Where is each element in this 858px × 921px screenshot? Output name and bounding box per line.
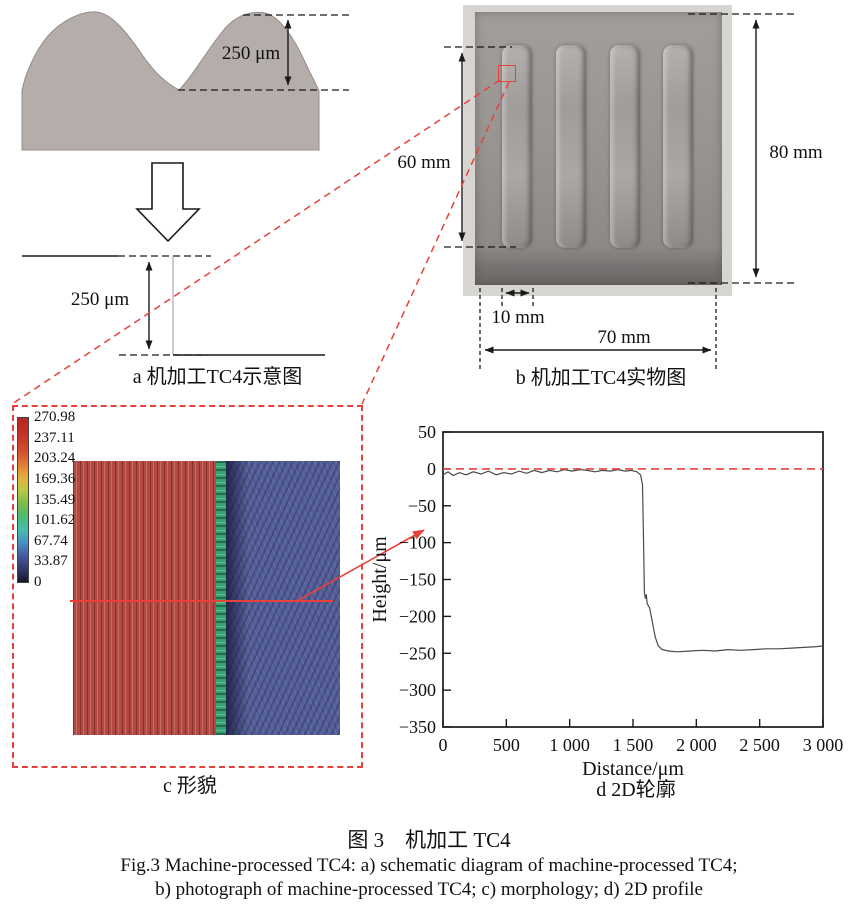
y-tick-label: −50: [408, 496, 436, 516]
y-tick-label: 50: [418, 422, 436, 442]
x-tick-label: 3 000: [803, 735, 844, 755]
plate-ridge-3: [610, 45, 640, 248]
plate-ridge-2: [556, 45, 586, 248]
colorbar-labels: 270.98 237.11 203.24 169.36 135.49 101.62 67.7…: [34, 410, 94, 590]
morphology-upper-surface-region: [73, 461, 216, 735]
x-axis-label: Distance/μm: [582, 758, 684, 780]
ridge-length-label: 60 mm: [397, 152, 451, 173]
colorbar-tick-label: 169.36: [34, 470, 76, 487]
colorbar-tick-label: 270.98: [34, 409, 76, 425]
peak-height-label: 250 μm: [221, 43, 281, 64]
ridge-width-label: 10 mm: [491, 307, 545, 328]
colorbar-tick-label: 203.24: [34, 450, 76, 467]
panel-a-caption: a 机加工TC4示意图: [132, 366, 303, 388]
roi-marker-box: [498, 65, 516, 82]
colorbar-tick-label: 237.11: [34, 429, 75, 446]
process-down-arrow-icon: [135, 162, 201, 243]
panel-c-caption: c 形貌: [163, 775, 217, 797]
colorbar-tick-label: 135.49: [34, 491, 76, 508]
roi-connector-line-left: [11, 79, 501, 405]
tc4-plate-photo: [475, 12, 722, 285]
plate-height-label: 80 mm: [769, 142, 823, 163]
x-tick-label: 1 000: [549, 735, 590, 755]
step-depth-label: 250 μm: [70, 289, 130, 310]
colorbar-tick-label: 33.87: [34, 553, 68, 570]
x-tick-label: 500: [493, 735, 520, 755]
chart-frame: [442, 431, 824, 728]
y-tick-label: −300: [399, 680, 436, 700]
y-tick-label: −200: [399, 606, 436, 626]
figure-caption-zh: 图 3 机加工 TC4: [347, 828, 511, 852]
x-tick-label: 2 500: [739, 735, 780, 755]
rough-surface-shape: [21, 11, 320, 151]
y-tick-label: −250: [399, 643, 436, 663]
profile-section-line: [70, 600, 333, 602]
figure-caption-en-line2: b) photograph of machine-processed TC4; …: [155, 879, 703, 900]
x-tick-label: 1 500: [613, 735, 654, 755]
y-tick-label: −150: [399, 570, 436, 590]
morphology-step-edge-region: [216, 461, 226, 735]
morphology-shadow-band: [226, 461, 248, 735]
figure-caption-en-line1: Fig.3 Machine-processed TC4: a) schemati…: [120, 855, 738, 876]
y-tick-label: −100: [399, 533, 436, 553]
colorbar-tick-label: 67.74: [34, 532, 68, 549]
colorbar-gradient: [17, 417, 29, 583]
colorbar-tick-label: 0: [34, 574, 42, 590]
y-tick-label: 0: [427, 459, 436, 479]
x-tick-label: 0: [439, 735, 448, 755]
panel-b-caption: b 机加工TC4实物图: [515, 367, 687, 389]
plate-width-label: 70 mm: [597, 327, 651, 348]
y-tick-label: −350: [399, 717, 436, 737]
x-tick-label: 2 000: [676, 735, 717, 755]
panel-d-caption: d 2D轮廓: [596, 779, 676, 801]
y-axis-label: Height/μm: [369, 536, 391, 623]
colorbar-tick-label: 101.62: [34, 512, 76, 529]
plate-ridge-4: [663, 45, 693, 248]
series-surface-profile: [442, 468, 824, 653]
